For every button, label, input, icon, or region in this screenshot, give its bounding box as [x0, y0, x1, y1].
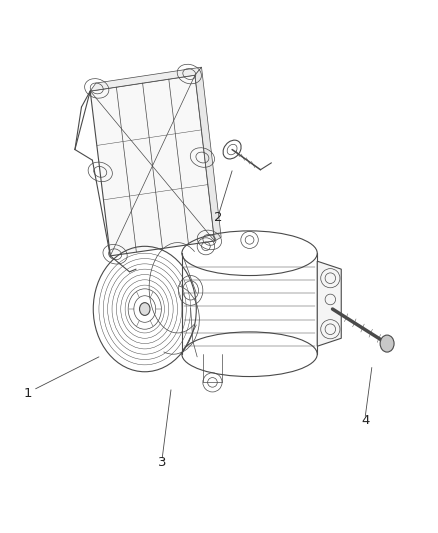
Polygon shape: [90, 67, 201, 91]
Ellipse shape: [380, 335, 394, 352]
Polygon shape: [317, 261, 341, 346]
Polygon shape: [90, 75, 215, 256]
Text: 2: 2: [214, 211, 223, 224]
Text: 3: 3: [158, 456, 166, 469]
Polygon shape: [195, 67, 221, 241]
Ellipse shape: [140, 303, 150, 316]
Text: 1: 1: [24, 386, 32, 400]
Text: 4: 4: [361, 414, 369, 427]
